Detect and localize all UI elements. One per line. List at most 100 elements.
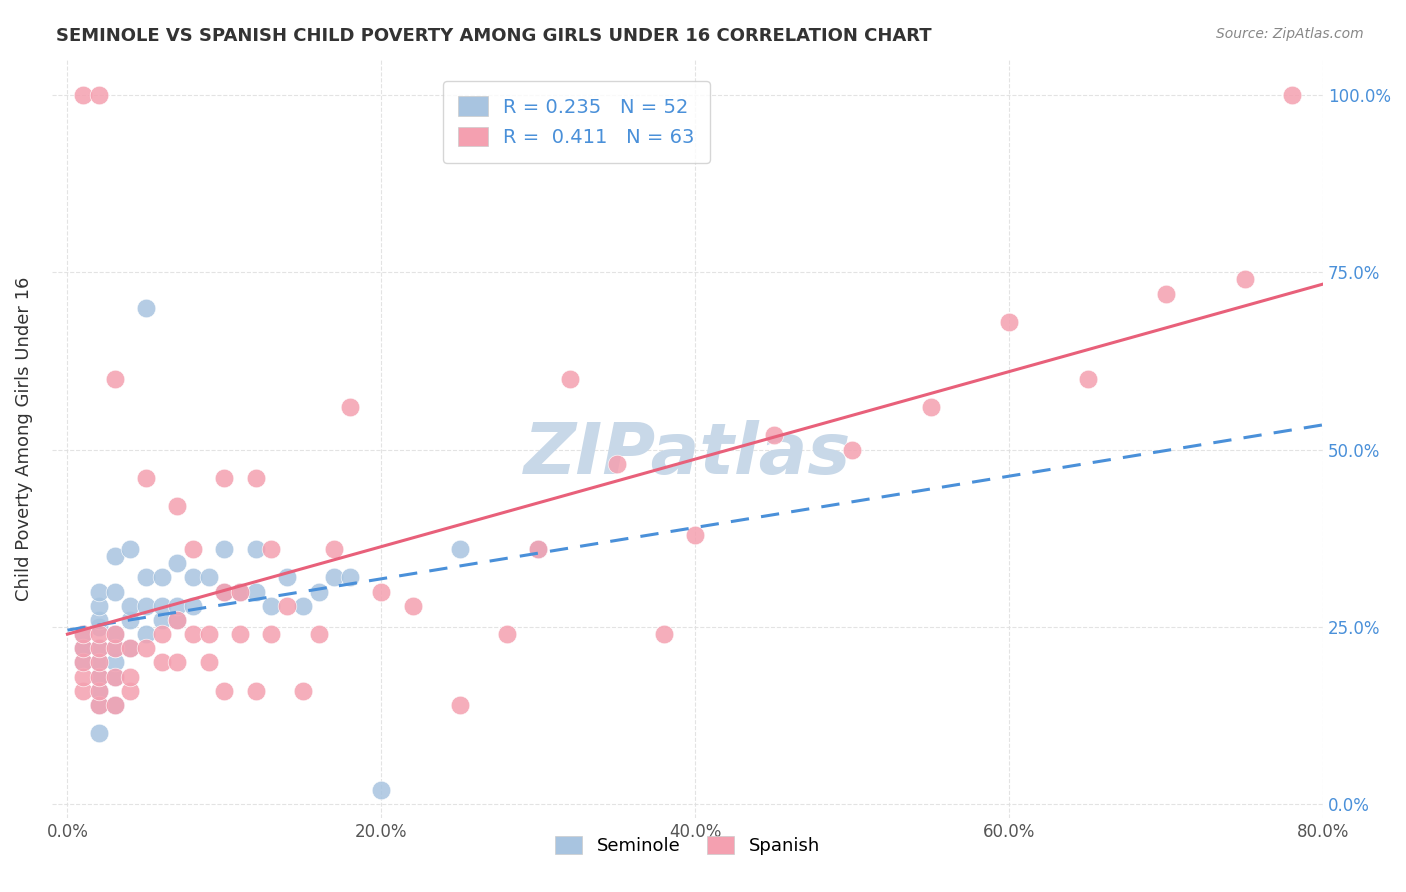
Point bbox=[245, 584, 267, 599]
Point bbox=[323, 570, 346, 584]
Point bbox=[166, 613, 188, 627]
Point bbox=[103, 670, 125, 684]
Point bbox=[120, 670, 142, 684]
Point bbox=[87, 656, 110, 670]
Point bbox=[72, 656, 94, 670]
Point bbox=[229, 584, 252, 599]
Point bbox=[72, 627, 94, 641]
Point bbox=[120, 641, 142, 656]
Point bbox=[87, 670, 110, 684]
Point bbox=[323, 541, 346, 556]
Point bbox=[103, 698, 125, 712]
Point bbox=[276, 570, 298, 584]
Point bbox=[150, 627, 173, 641]
Point bbox=[72, 641, 94, 656]
Point bbox=[181, 599, 204, 613]
Point bbox=[87, 683, 110, 698]
Point bbox=[103, 641, 125, 656]
Point bbox=[166, 656, 188, 670]
Point bbox=[197, 656, 219, 670]
Point bbox=[87, 698, 110, 712]
Point bbox=[87, 599, 110, 613]
Point bbox=[103, 641, 125, 656]
Point bbox=[308, 627, 330, 641]
Point bbox=[72, 88, 94, 103]
Point bbox=[1281, 88, 1303, 103]
Point bbox=[87, 656, 110, 670]
Point bbox=[496, 627, 519, 641]
Legend: R = 0.235   N = 52, R =  0.411   N = 63: R = 0.235 N = 52, R = 0.411 N = 63 bbox=[443, 80, 710, 162]
Point bbox=[276, 599, 298, 613]
Point bbox=[72, 641, 94, 656]
Point bbox=[87, 584, 110, 599]
Point bbox=[998, 315, 1021, 329]
Point bbox=[72, 670, 94, 684]
Point bbox=[841, 442, 863, 457]
Point bbox=[197, 570, 219, 584]
Text: Source: ZipAtlas.com: Source: ZipAtlas.com bbox=[1216, 27, 1364, 41]
Point bbox=[103, 549, 125, 563]
Point bbox=[87, 627, 110, 641]
Point bbox=[87, 670, 110, 684]
Point bbox=[72, 656, 94, 670]
Point bbox=[103, 670, 125, 684]
Point bbox=[260, 541, 283, 556]
Point bbox=[260, 627, 283, 641]
Point bbox=[449, 698, 471, 712]
Point bbox=[214, 683, 236, 698]
Point bbox=[229, 584, 252, 599]
Point bbox=[260, 599, 283, 613]
Point bbox=[150, 613, 173, 627]
Text: SEMINOLE VS SPANISH CHILD POVERTY AMONG GIRLS UNDER 16 CORRELATION CHART: SEMINOLE VS SPANISH CHILD POVERTY AMONG … bbox=[56, 27, 932, 45]
Point bbox=[135, 570, 157, 584]
Point bbox=[1077, 372, 1099, 386]
Point bbox=[166, 613, 188, 627]
Point bbox=[370, 783, 392, 797]
Point bbox=[402, 599, 425, 613]
Point bbox=[87, 641, 110, 656]
Point bbox=[245, 683, 267, 698]
Point bbox=[181, 570, 204, 584]
Point bbox=[103, 372, 125, 386]
Point bbox=[120, 599, 142, 613]
Point bbox=[214, 584, 236, 599]
Point bbox=[135, 627, 157, 641]
Point bbox=[87, 726, 110, 740]
Point bbox=[166, 599, 188, 613]
Point bbox=[245, 541, 267, 556]
Point bbox=[181, 541, 204, 556]
Point bbox=[214, 471, 236, 485]
Point bbox=[1233, 272, 1256, 286]
Point bbox=[120, 683, 142, 698]
Point bbox=[920, 400, 942, 414]
Point bbox=[291, 599, 314, 613]
Point bbox=[87, 683, 110, 698]
Point bbox=[308, 584, 330, 599]
Point bbox=[135, 599, 157, 613]
Point bbox=[449, 541, 471, 556]
Point bbox=[652, 627, 675, 641]
Point bbox=[558, 372, 581, 386]
Point bbox=[214, 541, 236, 556]
Point bbox=[166, 500, 188, 514]
Point bbox=[87, 641, 110, 656]
Point bbox=[339, 570, 361, 584]
Point bbox=[103, 627, 125, 641]
Point bbox=[120, 613, 142, 627]
Point bbox=[87, 88, 110, 103]
Point bbox=[527, 541, 550, 556]
Point bbox=[150, 656, 173, 670]
Point bbox=[135, 471, 157, 485]
Text: ZIPatlas: ZIPatlas bbox=[524, 420, 851, 489]
Point bbox=[197, 627, 219, 641]
Point bbox=[103, 627, 125, 641]
Point bbox=[606, 457, 628, 471]
Point bbox=[120, 541, 142, 556]
Point bbox=[72, 641, 94, 656]
Point bbox=[245, 471, 267, 485]
Point bbox=[181, 627, 204, 641]
Point bbox=[527, 541, 550, 556]
Point bbox=[214, 584, 236, 599]
Point bbox=[339, 400, 361, 414]
Point bbox=[103, 698, 125, 712]
